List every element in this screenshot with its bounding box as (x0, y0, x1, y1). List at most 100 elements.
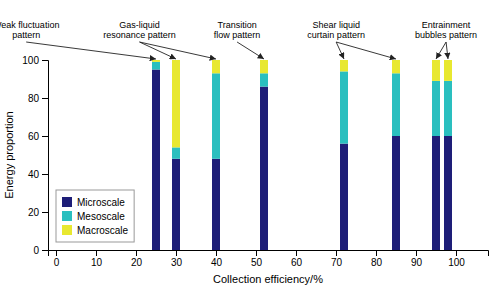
x-tick: 20 (131, 250, 143, 268)
bar-series (152, 60, 452, 147)
annotation-arrow (140, 42, 216, 59)
annotation-line: resonance pattern (103, 30, 176, 40)
y-tick: 60 (28, 131, 48, 142)
x-tick: 90 (411, 250, 423, 268)
y-tick-label: 100 (22, 55, 39, 66)
x-tick-mark (176, 250, 177, 256)
y-axis-title: Energy proportion (3, 111, 15, 198)
y-tick-mark (42, 60, 48, 61)
x-tick: 30 (171, 250, 183, 268)
x-tick: 80 (371, 250, 383, 268)
y-tick-mark (42, 174, 48, 175)
annotation: Transitionflow pattern (214, 20, 261, 40)
y-tick-label: 60 (28, 131, 40, 142)
y-tick-label: 40 (28, 169, 40, 180)
bar (260, 73, 268, 86)
annotation-arrow (446, 42, 448, 59)
bar (340, 71, 348, 143)
x-tick-label: 70 (331, 257, 343, 268)
legend-label: Microscale (77, 197, 125, 208)
bar (260, 60, 268, 73)
annotation-line: Shear liquid (312, 20, 360, 30)
annotation-line: Gas-liquid (119, 20, 160, 30)
y-axis-line (42, 61, 49, 251)
x-tick-mark (96, 250, 97, 256)
bar (392, 73, 400, 136)
annotation-line: curtain pattern (307, 30, 365, 40)
y-tick: 100 (22, 55, 48, 66)
x-tick-label: 10 (91, 257, 103, 268)
legend-entry: Macroscale (62, 225, 129, 236)
x-tick-label: 30 (171, 257, 183, 268)
bar (212, 159, 220, 250)
bar (392, 60, 400, 73)
annotation: Gas-liquidresonance pattern (103, 20, 176, 40)
x-tick: 70 (331, 250, 343, 268)
annotation-arrow (336, 42, 344, 59)
annotation-line: Weak fluctuation (0, 20, 59, 30)
legend-label: Mesoscale (77, 211, 125, 222)
y-tick: 80 (28, 93, 48, 104)
x-tick: 0 (54, 250, 60, 268)
bar (432, 60, 440, 81)
x-tick: 50 (251, 250, 263, 268)
bar (444, 81, 452, 136)
bar (152, 62, 160, 70)
bar (444, 60, 452, 81)
x-tick: 60 (291, 250, 303, 268)
y-tick: 40 (28, 169, 48, 180)
bar (392, 136, 400, 250)
legend-swatch (62, 225, 72, 235)
legend-box (56, 190, 134, 242)
bar (172, 159, 180, 250)
x-axis-title: Collection efficiency/% (213, 273, 323, 285)
annotation-line: Transition (217, 20, 256, 30)
annotation-line: flow pattern (214, 30, 261, 40)
y-tick-label: 20 (28, 207, 40, 218)
annotation-line: bubbles pattern (415, 30, 477, 40)
y-tick: 20 (28, 207, 48, 218)
x-tick-mark (216, 250, 217, 256)
x-tick-label: 60 (291, 257, 303, 268)
y-tick-label: 0 (33, 245, 39, 256)
annotation-arrow (436, 42, 446, 59)
y-tick-mark (42, 212, 48, 213)
bar-series (152, 70, 452, 251)
annotation-line: Entrainment (422, 20, 471, 30)
x-tick-label: 20 (131, 257, 143, 268)
x-tick-mark (296, 250, 297, 256)
x-tick: 10 (91, 250, 103, 268)
x-tick-mark (56, 250, 57, 256)
annotations: Weak fluctuationpatternGas-liquidresonan… (0, 20, 477, 59)
chart: 0 10 20 30 40 50 60 70 80 90 100 0 20 40 60 80 100 Collec… (0, 0, 500, 288)
x-axis-line (49, 251, 489, 257)
bar (340, 60, 348, 71)
x-tick-label: 0 (54, 257, 60, 268)
bar (260, 87, 268, 250)
bar (444, 136, 452, 250)
x-tick: 100 (448, 250, 465, 268)
bar (172, 147, 180, 158)
annotation-arrow (140, 42, 176, 59)
x-tick-label: 80 (371, 257, 383, 268)
bar (172, 60, 180, 147)
legend-entry: Microscale (62, 197, 125, 208)
bar (212, 73, 220, 159)
plot-area (152, 60, 452, 250)
legend: Microscale Mesoscale Macroscale (56, 190, 134, 242)
bar (212, 60, 220, 73)
annotation-arrow (237, 42, 264, 59)
x-tick-mark (456, 250, 457, 256)
x-tick-label: 50 (251, 257, 263, 268)
bar (152, 60, 160, 62)
x-tick-mark (136, 250, 137, 256)
x-tick-mark (416, 250, 417, 256)
x-tick-label: 90 (411, 257, 423, 268)
x-tick-mark (336, 250, 337, 256)
bar (432, 136, 440, 250)
legend-swatch (62, 211, 72, 221)
y-tick-mark (42, 250, 48, 251)
bar-series (152, 62, 452, 159)
annotation: Entrainmentbubbles pattern (415, 20, 477, 40)
x-tick: 40 (211, 250, 223, 268)
